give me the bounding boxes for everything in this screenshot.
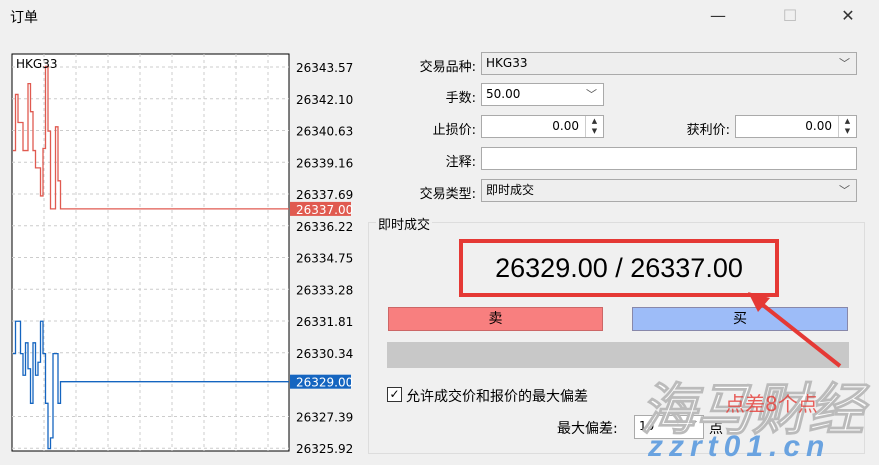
watermark-url: zzrt01.cn [648, 430, 831, 463]
group-title: 即时成交 [376, 214, 433, 233]
stop-loss-input[interactable]: 0.00 ▲ ▼ [481, 115, 604, 138]
symbol-label: 交易品种: [419, 60, 476, 75]
take-profit-input[interactable]: 0.00 ▲ ▼ [735, 115, 857, 138]
price-axis-label: 26327.39 [296, 410, 353, 424]
deviation-unit: 点 [709, 421, 723, 437]
allow-deviation-label: 允许成交价和报价的最大偏差 [406, 389, 588, 405]
minimize-button[interactable]: — [710, 6, 726, 25]
price-axis-label: 26340.63 [296, 125, 353, 139]
price-axis-label: 26331.81 [296, 315, 353, 329]
annotation-arrow-icon [748, 292, 842, 368]
take-profit-value: 0.00 [805, 119, 832, 133]
symbol-select[interactable]: HKG33 ﹀ [481, 52, 857, 75]
take-profit-label: 获利价: [686, 123, 730, 138]
chevron-down-icon: ﹀ [839, 57, 850, 70]
chevron-down-icon: ﹀ [686, 420, 697, 433]
quote-display: 26329.00 / 26337.00 [459, 239, 779, 297]
symbol-value: HKG33 [486, 56, 528, 70]
price-axis-label: 26342.10 [296, 93, 353, 107]
spin-buttons[interactable]: ▲ ▼ [838, 116, 856, 137]
bid-price-tag-bg [290, 374, 351, 389]
volume-select[interactable]: 50.00 ﹀ [481, 83, 604, 106]
chevron-down-icon: ﹀ [586, 88, 597, 101]
price-axis-label: 26343.57 [296, 61, 353, 75]
sell-button[interactable]: 卖 [388, 307, 603, 331]
order-type-value: 即时成交 [486, 183, 535, 197]
price-axis-label: 26334.75 [296, 252, 353, 266]
allow-deviation-checkbox[interactable]: ✓ [387, 387, 402, 402]
price-axis-label: 26337.69 [296, 188, 353, 202]
stop-loss-value: 0.00 [552, 119, 579, 133]
window-title: 订单 [10, 10, 38, 26]
order-type-label: 交易类型: [419, 187, 476, 202]
chevron-down-icon: ﹀ [839, 184, 850, 197]
volume-value: 50.00 [486, 87, 521, 101]
order-type-select[interactable]: 即时成交 ﹀ [481, 179, 857, 202]
comment-input[interactable] [481, 147, 857, 170]
price-axis-label: 26339.16 [296, 156, 353, 170]
spin-buttons[interactable]: ▲ ▼ [585, 116, 603, 137]
ask-price-tag-bg [290, 201, 351, 216]
price-axis-label: 26325.92 [296, 442, 353, 456]
stop-loss-label: 止损价: [432, 123, 476, 138]
deviation-value: 10 [639, 419, 655, 433]
watermark-logo: 海马财经 [640, 378, 865, 442]
progress-bar [387, 342, 849, 368]
price-axis-label: 26330.34 [296, 347, 353, 361]
bid-price-tag: 26329.00 [296, 376, 353, 390]
price-axis-label: 26333.28 [296, 283, 353, 297]
price-axis-label: 26336.22 [296, 220, 353, 234]
spread-annotation: 点差8个点 [725, 392, 818, 416]
maximize-button[interactable]: ☐ [782, 6, 798, 25]
deviation-label: 最大偏差: [557, 421, 618, 437]
close-button[interactable]: ✕ [841, 6, 855, 25]
tick-chart: 26343.57 26342.10 26340.63 26339.16 26337.69… [11, 53, 353, 456]
buy-button[interactable]: 买 [632, 307, 848, 331]
bid-line [13, 320, 289, 450]
ask-price-tag: 26337.00 [296, 203, 353, 217]
comment-label: 注释: [445, 155, 476, 170]
ask-line [13, 65, 289, 210]
chart-symbol: HKG33 [16, 57, 57, 71]
execution-group [368, 222, 865, 454]
deviation-select[interactable]: 10 ﹀ [634, 415, 704, 439]
volume-label: 手数: [445, 91, 476, 106]
